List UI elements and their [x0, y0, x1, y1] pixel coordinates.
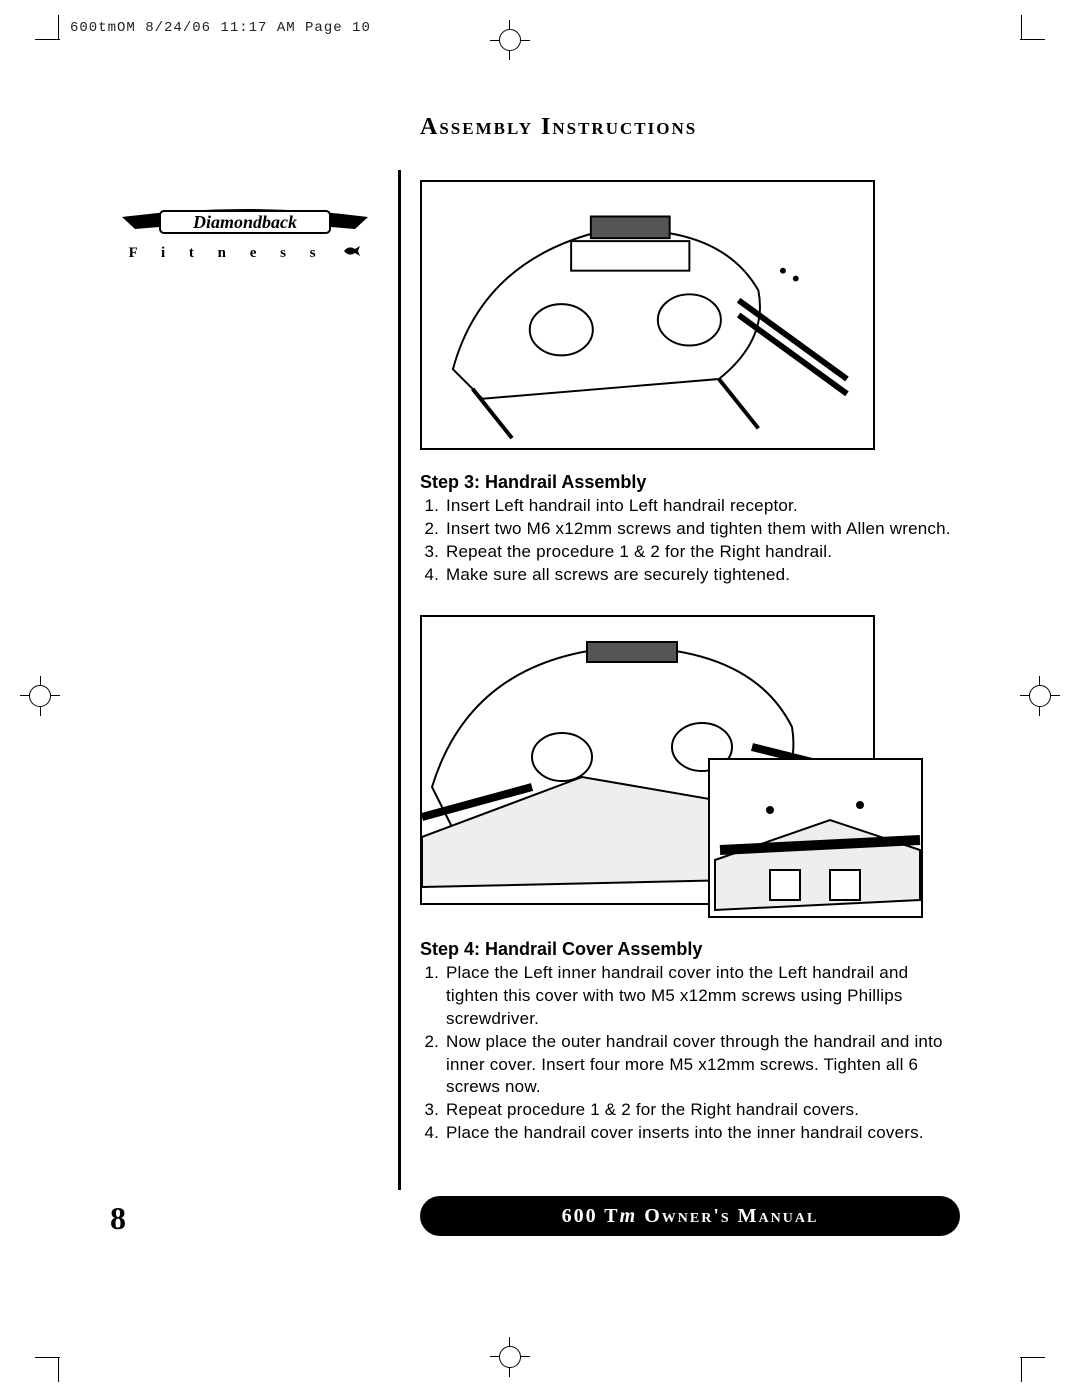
- vertical-rule: [398, 170, 401, 1190]
- brand-logo: Diamondback F i t n e s s: [120, 205, 370, 262]
- crop-mark: [58, 1357, 59, 1382]
- page-number: 8: [110, 1200, 126, 1237]
- crop-mark: [1020, 1357, 1045, 1358]
- registration-mark: [29, 685, 51, 707]
- crop-mark: [1021, 1357, 1022, 1382]
- footer-mid: m: [620, 1205, 638, 1227]
- step3-list: Insert Left handrail into Left handrail …: [420, 495, 960, 587]
- registration-mark: [1029, 685, 1051, 707]
- diagram-step4: [420, 615, 875, 905]
- step4-list: Place the Left inner handrail cover into…: [420, 962, 960, 1146]
- list-item: Repeat procedure 1 & 2 for the Right han…: [444, 1099, 960, 1122]
- print-slug: 600tmOM 8/24/06 11:17 AM Page 10: [70, 20, 371, 36]
- section-header: Assembly Instructions: [420, 114, 697, 141]
- list-item: Repeat the procedure 1 & 2 for the Right…: [444, 541, 960, 564]
- brand-fish-icon: [343, 245, 361, 262]
- crop-mark: [35, 1357, 60, 1358]
- list-item: Insert two M6 x12mm screws and tighten t…: [444, 518, 960, 541]
- crop-mark: [58, 15, 59, 40]
- list-item: Now place the outer handrail cover throu…: [444, 1031, 960, 1100]
- crop-mark: [1020, 39, 1045, 40]
- list-item: Place the handrail cover inserts into th…: [444, 1122, 960, 1145]
- list-item: Insert Left handrail into Left handrail …: [444, 495, 960, 518]
- footer-suffix: Owner's Manual: [637, 1205, 818, 1227]
- step3-title: Step 3: Handrail Assembly: [420, 472, 960, 493]
- crop-mark: [1021, 15, 1022, 40]
- list-item: Make sure all screws are securely tighte…: [444, 564, 960, 587]
- step4-title: Step 4: Handrail Cover Assembly: [420, 939, 960, 960]
- registration-mark: [499, 29, 521, 51]
- brand-subtitle: F i t n e s s: [129, 245, 326, 261]
- footer-prefix: 600 T: [562, 1205, 620, 1227]
- footer-title: 600 Tm Owner's Manual: [420, 1196, 960, 1236]
- crop-mark: [35, 39, 60, 40]
- brand-name: Diamondback: [192, 212, 297, 232]
- content-column: Step 3: Handrail Assembly Insert Left ha…: [420, 180, 960, 1145]
- list-item: Place the Left inner handrail cover into…: [444, 962, 960, 1031]
- diagram-step3: [420, 180, 875, 450]
- registration-mark: [499, 1346, 521, 1368]
- diagram-step4-inset: [708, 758, 923, 918]
